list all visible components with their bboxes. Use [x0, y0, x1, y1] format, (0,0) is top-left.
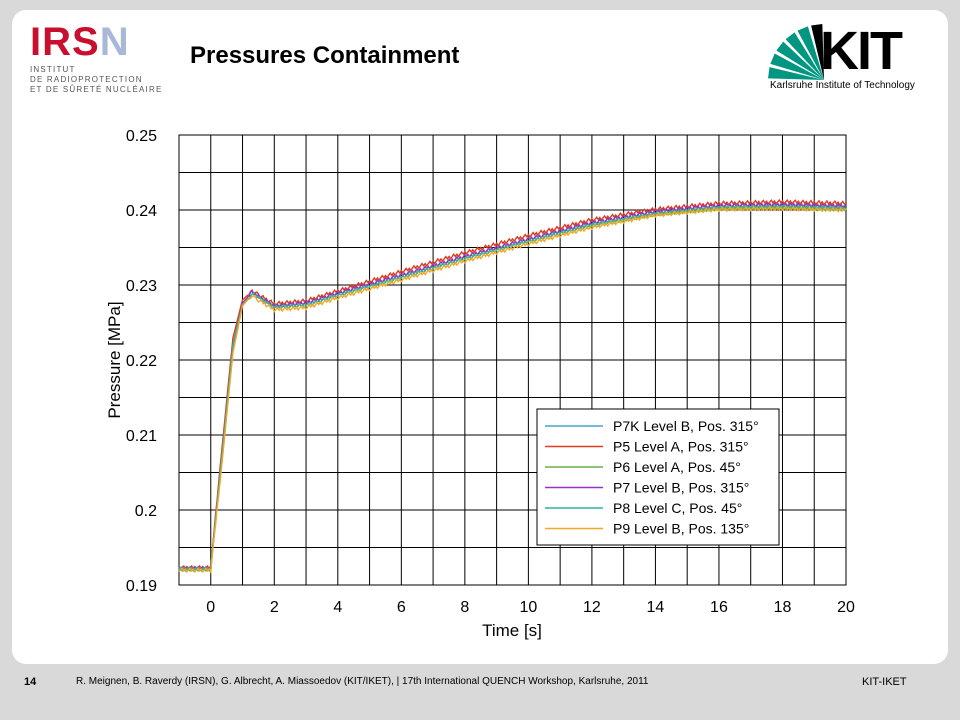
x-axis-label: Time [s] [482, 621, 542, 640]
series-line [178, 204, 847, 573]
kit-logo-word: KIT [820, 21, 903, 81]
chart-series-group [178, 198, 847, 575]
irsn-logo: IRSN INSTITUT DE RADIOPROTECTION ET DE S… [30, 22, 170, 106]
kit-logo: KIT Karlsruhe Institute of Technology [760, 22, 930, 102]
footer-citation: R. Meignen, B. Raverdy (IRSN), G. Albrec… [76, 676, 649, 687]
pressure-chart: 0 2 4 6 8 10 12 14 16 18 20 0.19 0.2 0.21 0.22 0.23 0.24… [105, 128, 855, 640]
kit-fan-ray [797, 26, 824, 80]
kit-fan-ray [770, 53, 824, 80]
page-number: 14 [24, 676, 37, 688]
legend-label: P6 Level A, Pos. 45° [613, 459, 741, 475]
legend-label: P7K Level B, Pos. 315° [613, 418, 759, 434]
x-tick-label: 2 [270, 599, 279, 616]
x-tick-label: 10 [519, 599, 537, 616]
y-tick-label: 0.25 [126, 128, 157, 145]
series-line [178, 205, 847, 575]
irsn-logo-letters: IRS [30, 20, 100, 64]
series-line [178, 198, 847, 571]
x-tick-label: 8 [460, 599, 469, 616]
series-line [178, 201, 847, 572]
y-tick-label: 0.24 [126, 203, 157, 220]
x-tick-label: 4 [333, 599, 342, 616]
legend-label: P8 Level C, Pos. 45° [613, 500, 742, 516]
legend-label: P5 Level A, Pos. 315° [613, 439, 749, 455]
kit-fan-ray [785, 32, 824, 80]
x-tick-label: 0 [206, 599, 215, 616]
y-tick-label: 0.23 [126, 278, 157, 295]
legend-label: P7 Level B, Pos. 315° [613, 480, 749, 496]
legend-label: P9 Level B, Pos. 135° [613, 521, 749, 537]
chart-grid [179, 135, 846, 585]
chart-legend: P7K Level B, Pos. 315° P5 Level A, Pos. 3… [536, 408, 780, 546]
y-axis-label: Pressure [MPa] [105, 301, 124, 418]
footer-org: KIT-IKET [862, 676, 907, 688]
y-tick-label: 0.22 [126, 353, 157, 370]
kit-fan-ray [811, 24, 824, 80]
irsn-sub-line3: ET DE SÛRETÉ NUCLÉAIRE [30, 85, 163, 94]
irsn-sub-line2: DE RADIOPROTECTION [30, 75, 143, 84]
chart-ticks: 0 2 4 6 8 10 12 14 16 18 20 0.19 0.2 0.21 0.22 0.23 0.24… [126, 128, 855, 616]
slide-title: Pressures Containment [190, 42, 460, 69]
x-tick-label: 16 [710, 599, 728, 616]
footer-divider [12, 670, 948, 671]
irsn-sub-line1: INSTITUT [30, 65, 76, 74]
x-tick-label: 18 [774, 599, 792, 616]
kit-logo-subtitle: Karlsruhe Institute of Technology [770, 80, 915, 91]
kit-fan-ray [776, 41, 824, 80]
y-tick-label: 0.19 [126, 578, 157, 595]
x-tick-label: 12 [583, 599, 601, 616]
x-tick-label: 6 [397, 599, 406, 616]
x-tick-label: 20 [837, 599, 855, 616]
irsn-logo-n: N [99, 20, 130, 64]
y-tick-label: 0.21 [126, 428, 157, 445]
x-tick-label: 14 [647, 599, 665, 616]
kit-fan-icon [768, 24, 824, 80]
y-tick-label: 0.2 [135, 503, 157, 520]
legend-box [536, 408, 780, 546]
kit-fan-ray [768, 67, 824, 80]
